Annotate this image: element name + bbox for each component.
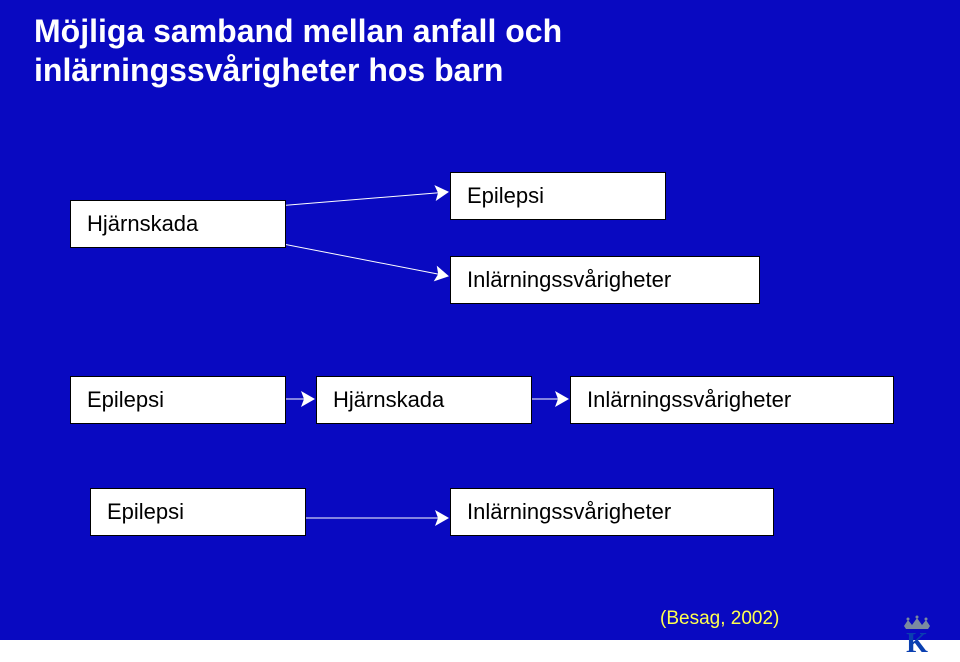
title-line-2: inlärningssvårigheter hos barn: [34, 52, 503, 88]
box-label: Inlärningssvårigheter: [467, 499, 671, 525]
box-inlarning-1: Inlärningssvårigheter: [450, 256, 760, 304]
box-label: Hjärnskada: [87, 211, 198, 237]
box-epilepsi-1: Epilepsi: [450, 172, 666, 220]
box-epilepsi-3: Epilepsi: [90, 488, 306, 536]
title-line-1: Möjliga samband mellan anfall och: [34, 13, 562, 49]
box-label: Epilepsi: [87, 387, 164, 413]
citation-label: (Besag, 2002): [660, 608, 779, 629]
slide: Möjliga samband mellan anfall och inlärn…: [0, 0, 960, 662]
svg-text:K: K: [906, 628, 928, 656]
box-inlarning-3: Inlärningssvårigheter: [450, 488, 774, 536]
bottom-bar: [0, 640, 960, 662]
box-inlarning-2: Inlärningssvårigheter: [570, 376, 894, 424]
box-epilepsi-2: Epilepsi: [70, 376, 286, 424]
box-hjarnskada-1: Hjärnskada: [70, 200, 286, 248]
box-label: Hjärnskada: [333, 387, 444, 413]
box-label: Epilepsi: [467, 183, 544, 209]
box-label: Inlärningssvårigheter: [467, 267, 671, 293]
arrows-layer: [0, 0, 960, 662]
citation-text: (Besag, 2002): [660, 608, 779, 630]
k-logo-icon: K: [896, 614, 938, 656]
box-hjarnskada-2: Hjärnskada: [316, 376, 532, 424]
box-label: Epilepsi: [107, 499, 184, 525]
box-label: Inlärningssvårigheter: [587, 387, 791, 413]
slide-title: Möjliga samband mellan anfall och inlärn…: [34, 12, 562, 90]
